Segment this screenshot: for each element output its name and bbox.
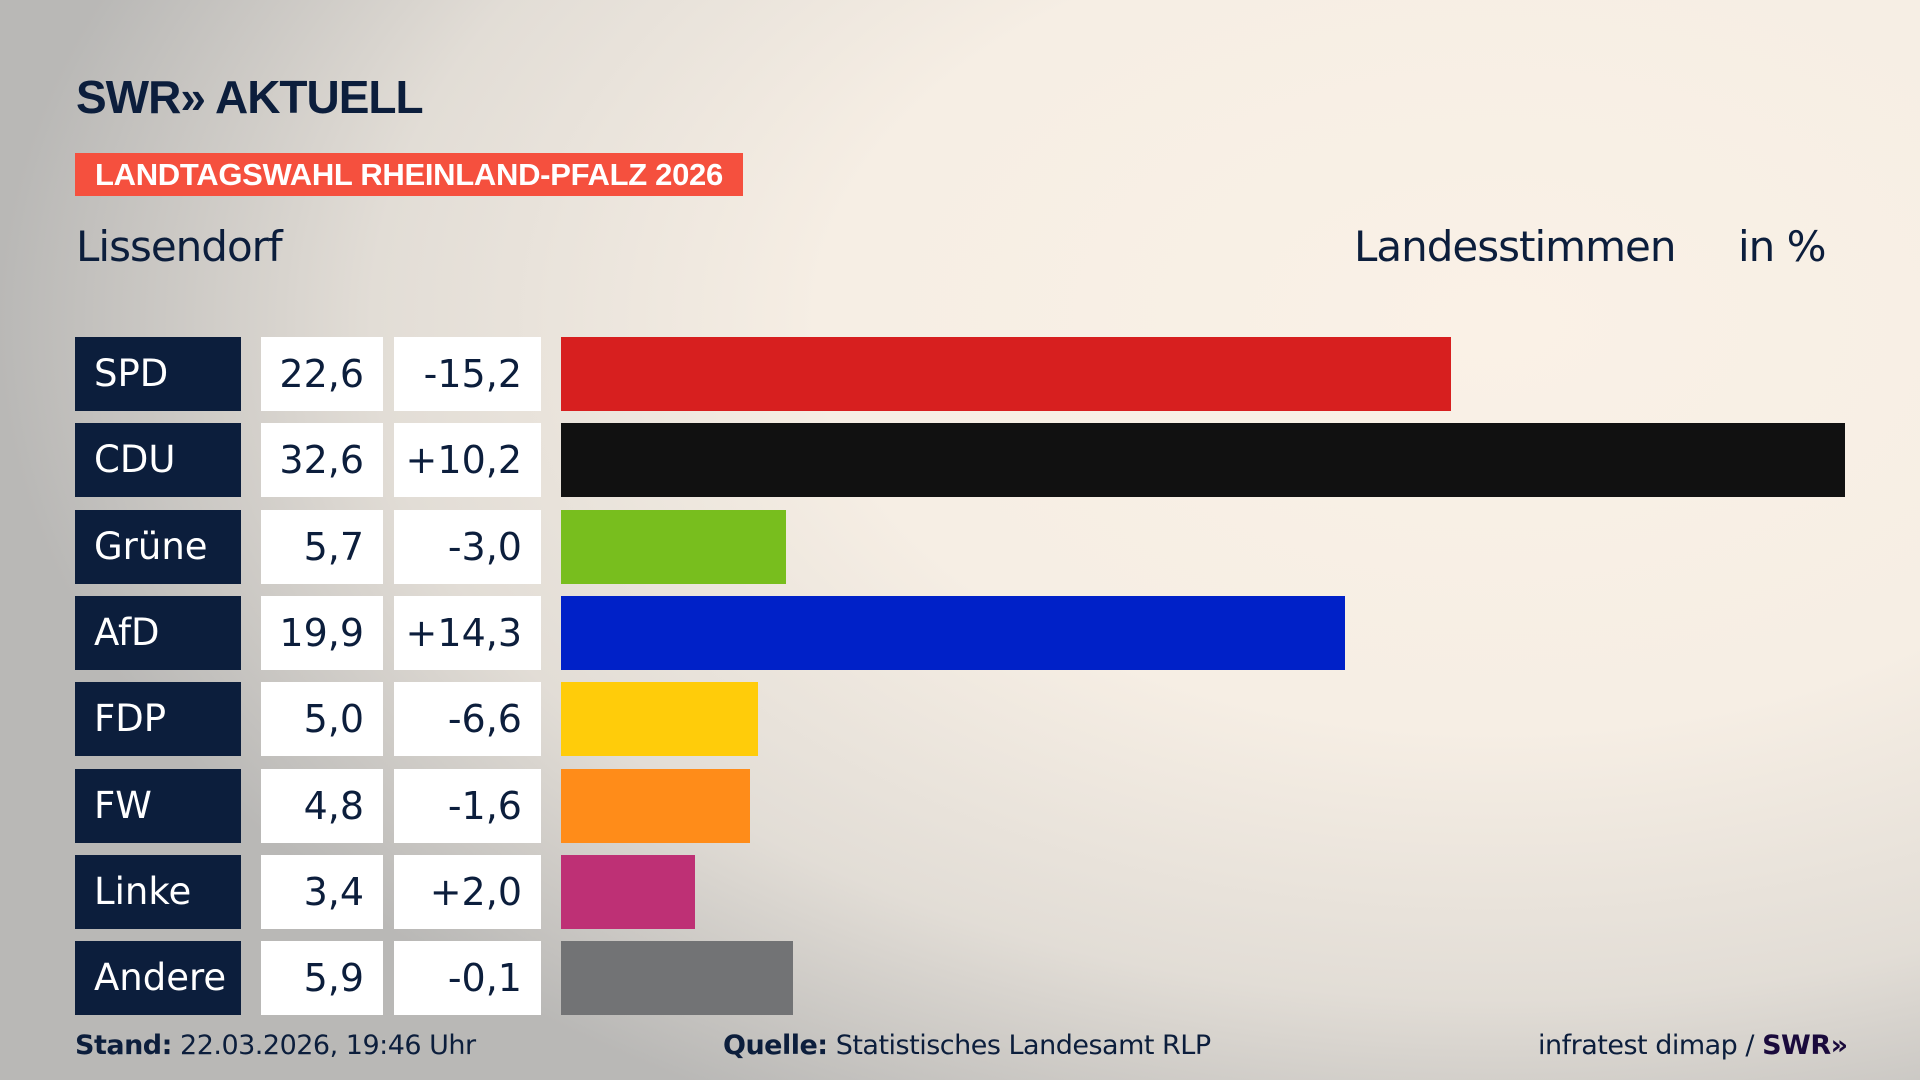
row-spd: SPD 22,6 -15,2 <box>0 337 1920 411</box>
row-fw: FW 4,8 -1,6 <box>0 768 1920 843</box>
row-afd: AfD 19,9 +14,3 <box>0 595 1920 670</box>
stand-label: Stand: <box>75 1030 172 1061</box>
bar-andere <box>561 941 794 1016</box>
row-linke: Linke 3,4 +2,0 <box>0 854 1920 929</box>
bar-fw <box>561 768 751 843</box>
value-label: 5,0 <box>261 682 383 757</box>
bar-fdp <box>561 682 758 757</box>
change-label: -1,6 <box>394 768 541 843</box>
unit-label: in % <box>1738 222 1827 271</box>
change-label: +2,0 <box>394 854 541 929</box>
row-fdp: FDP 5,0 -6,6 <box>0 682 1920 757</box>
party-label: Grüne <box>75 509 241 584</box>
value-label: 32,6 <box>261 423 383 498</box>
party-label: FDP <box>75 682 241 757</box>
party-label: Andere <box>75 941 241 1016</box>
bar-grüne <box>561 509 786 584</box>
source-label: Quelle: <box>723 1030 828 1061</box>
value-label: 4,8 <box>261 768 383 843</box>
party-label: FW <box>75 768 241 843</box>
source: Quelle: Statistisches Landesamt RLP <box>723 1030 1211 1061</box>
stand-value: 22.03.2026, 19:46 Uhr <box>180 1030 476 1061</box>
change-label: -0,1 <box>394 941 541 1016</box>
credit: infratest dimap / SWR» <box>1538 1030 1848 1061</box>
row-grüne: Grüne 5,7 -3,0 <box>0 509 1920 584</box>
swr-aktuell-logo: SWR» AKTUELL <box>76 71 424 123</box>
place-title: Lissendorf <box>76 222 283 271</box>
row-cdu: CDU 32,6 +10,2 <box>0 423 1920 498</box>
timestamp: Stand: 22.03.2026, 19:46 Uhr <box>75 1030 476 1061</box>
change-label: -15,2 <box>394 337 541 411</box>
change-label: +14,3 <box>394 595 541 670</box>
value-label: 5,9 <box>261 941 383 1016</box>
value-label: 5,7 <box>261 509 383 584</box>
bar-spd <box>561 337 1452 411</box>
change-label: -3,0 <box>394 509 541 584</box>
credit-text: infratest dimap / <box>1538 1030 1755 1061</box>
bar-afd <box>561 595 1345 670</box>
party-label: AfD <box>75 595 241 670</box>
value-label: 3,4 <box>261 854 383 929</box>
swr-logo: SWR» <box>1762 1030 1848 1061</box>
source-value: Statistisches Landesamt RLP <box>835 1030 1211 1061</box>
bar-cdu <box>561 423 1845 498</box>
change-label: +10,2 <box>394 423 541 498</box>
bar-linke <box>561 854 695 929</box>
election-banner: LANDTAGSWAHL RHEINLAND-PFALZ 2026 <box>75 153 743 196</box>
change-label: -6,6 <box>394 682 541 757</box>
vote-type-label: Landesstimmen <box>1354 222 1676 271</box>
value-label: 19,9 <box>261 595 383 670</box>
party-label: SPD <box>75 337 241 411</box>
value-label: 22,6 <box>261 337 383 411</box>
party-label: Linke <box>75 854 241 929</box>
party-label: CDU <box>75 423 241 498</box>
row-andere: Andere 5,9 -0,1 <box>0 941 1920 1016</box>
